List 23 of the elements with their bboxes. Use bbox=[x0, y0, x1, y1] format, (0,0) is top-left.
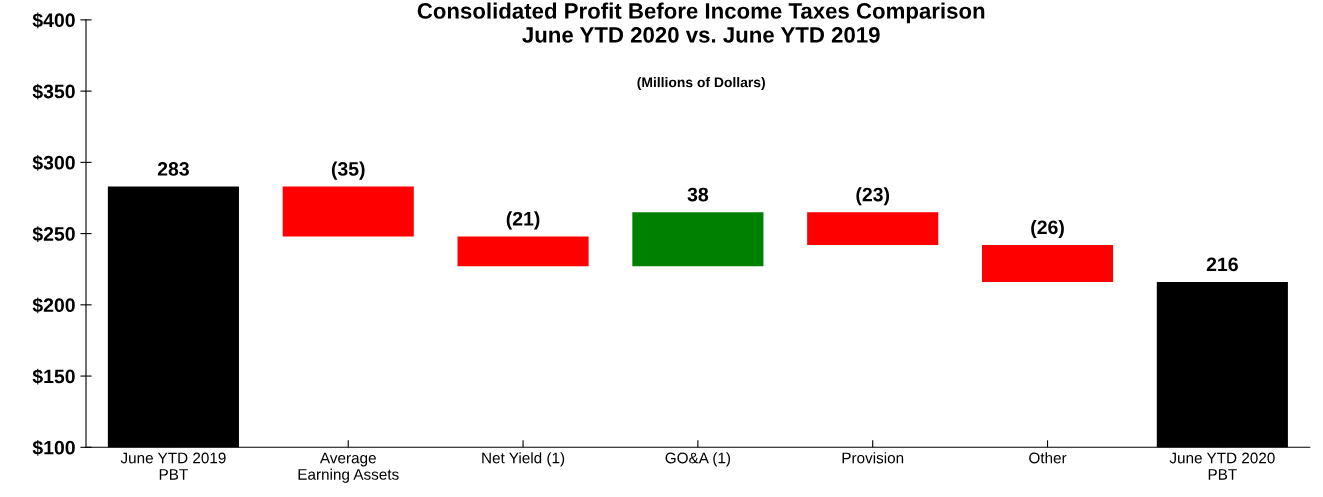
y-tick-label: $250 bbox=[32, 226, 75, 243]
y-tick-label: $100 bbox=[32, 439, 75, 456]
data-label: (26) bbox=[1031, 219, 1064, 239]
y-tick-label: $400 bbox=[32, 12, 75, 29]
text: (Millions of Dollars) bbox=[637, 77, 765, 90]
x-tick-label: June YTD 2020 PBT bbox=[1169, 452, 1275, 480]
x-tick-label: Average Earning Assets bbox=[298, 452, 399, 483]
data-label: (21) bbox=[506, 211, 540, 230]
data-label: 283 bbox=[157, 162, 189, 176]
x-tick-label: June YTD 2019 PBT bbox=[120, 452, 226, 480]
data-label: 216 bbox=[1206, 257, 1238, 272]
y-tick-label: $350 bbox=[32, 83, 75, 100]
y-tick-label: $200 bbox=[32, 297, 75, 314]
x-tick-label: Other bbox=[1029, 452, 1067, 464]
x-tick-label: GO&A (1) bbox=[665, 452, 731, 467]
y-tick-label: $300 bbox=[32, 154, 75, 171]
data-label: 38 bbox=[687, 187, 709, 202]
x-tick-label: Provision bbox=[842, 452, 904, 464]
chart-title: Consolidated Profit Before Income Taxes Comparison June YTD 2020 vs. June YTD 2019 bbox=[417, 2, 985, 43]
data-label: (23) bbox=[856, 187, 890, 206]
x-tick-label: Net Yield (1) bbox=[482, 452, 565, 467]
y-tick-label: $150 bbox=[32, 368, 75, 385]
data-label: (35) bbox=[331, 161, 365, 180]
